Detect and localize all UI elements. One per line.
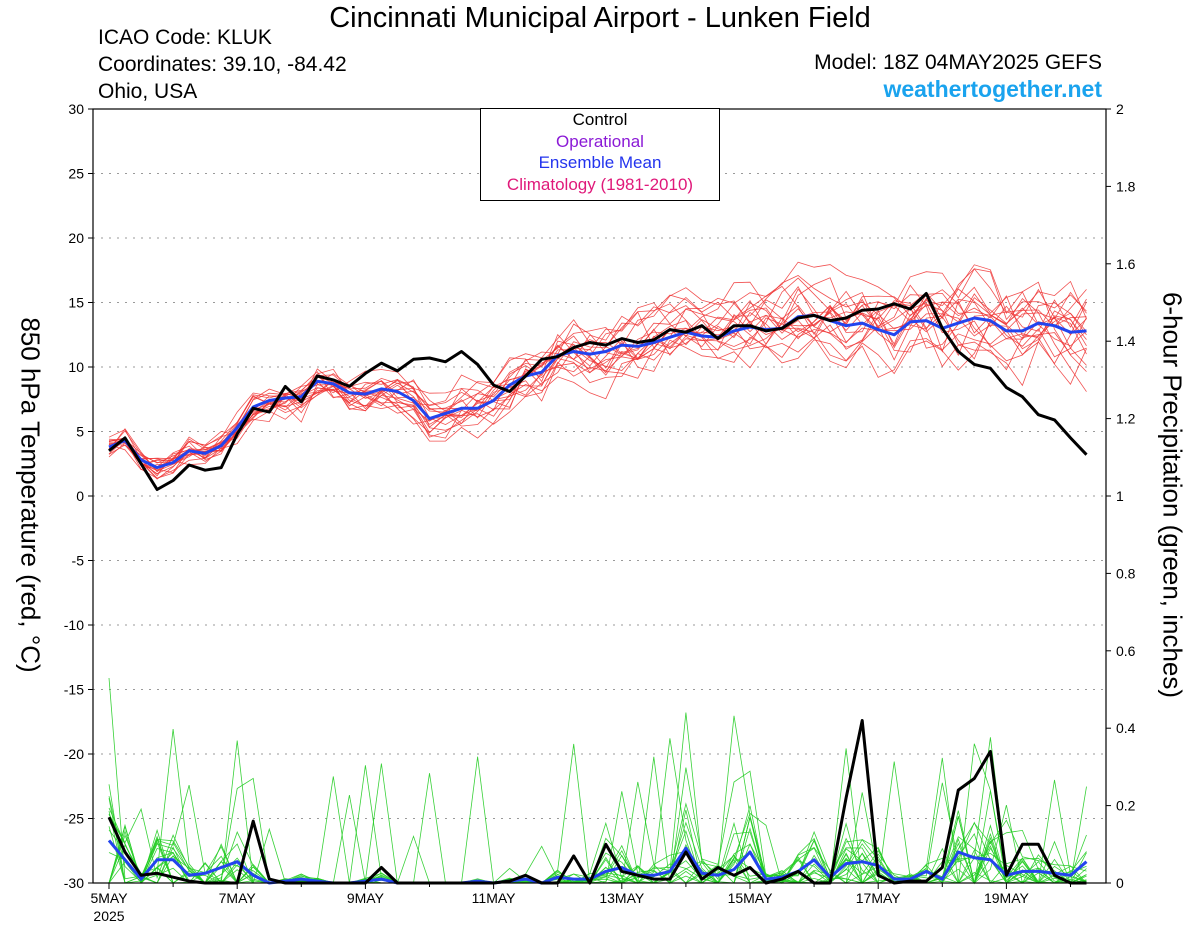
- temp-member-line: [108, 268, 1087, 473]
- temp-member-line: [108, 284, 1087, 479]
- y-tick-label-right: 0.2: [1116, 798, 1136, 814]
- temp-member-line: [108, 268, 1087, 480]
- x-tick-label: 7MAY: [219, 890, 257, 906]
- temp-member-line: [108, 277, 1087, 473]
- icao-code: ICAO Code: KLUK: [98, 26, 272, 49]
- y-tick-label-left: -10: [64, 617, 84, 633]
- legend-item-operational: Operational: [556, 131, 644, 151]
- region: Ohio, USA: [98, 80, 198, 103]
- precip-control-line: [107, 719, 1087, 885]
- model-run: Model: 18Z 04MAY2025 GEFS: [814, 51, 1102, 74]
- site-link[interactable]: weathertogether.net: [883, 76, 1102, 102]
- y-tick-label-right: 1.4: [1116, 333, 1136, 349]
- temp-member-line: [108, 280, 1087, 475]
- x-tick-label: 13MAY: [599, 890, 645, 906]
- chart-title: Cincinnati Municipal Airport - Lunken Fi…: [329, 2, 871, 34]
- y-tick-label-left: 10: [68, 359, 84, 375]
- y-tick-label-left: 15: [68, 295, 84, 311]
- y-tick-label-left: -20: [64, 746, 84, 762]
- y-axis-label-left: 850 hPa Temperature (red, °C): [15, 317, 46, 673]
- x-tick-label: 9MAY: [347, 890, 385, 906]
- legend-item-control: Control: [572, 110, 628, 129]
- x-tick-year: 2025: [93, 908, 124, 924]
- y-tick-label-right: 2: [1116, 101, 1124, 117]
- temp-member-line: [108, 281, 1087, 477]
- y-tick-label-right: 0.8: [1116, 565, 1136, 581]
- y-tick-label-right: 0.4: [1116, 720, 1136, 736]
- x-tick-label: 17MAY: [856, 890, 902, 906]
- y-tick-label-left: 0: [76, 488, 84, 504]
- temp-member-line: [108, 275, 1087, 468]
- y-tick-label-left: 30: [68, 101, 84, 117]
- y-tick-label-right: 0: [1116, 875, 1124, 891]
- legend-item-ensemble-mean: Ensemble Mean: [538, 153, 662, 172]
- coordinates: Coordinates: 39.10, -84.42: [98, 53, 347, 76]
- y-tick-label-left: -5: [72, 553, 85, 569]
- y-tick-label-left: -25: [64, 811, 84, 827]
- temp-member-line: [108, 261, 1087, 472]
- x-tick-label: 15MAY: [728, 890, 774, 906]
- legend: Control Operational Ensemble Mean Climat…: [480, 108, 720, 201]
- temp-member-line: [108, 277, 1087, 467]
- x-tick-label: 11MAY: [472, 890, 516, 906]
- precip-member-line: [109, 715, 1087, 884]
- y-tick-label-right: 1: [1116, 488, 1124, 504]
- temp-member-line: [108, 285, 1087, 464]
- temp-mean-line: [108, 313, 1087, 470]
- x-tick-label: 5MAY: [90, 890, 128, 906]
- precip-member-line: [108, 677, 1087, 885]
- y-tick-label-left: 5: [76, 424, 84, 440]
- temp-control-line: [108, 292, 1088, 491]
- x-tick-label: 19MAY: [984, 890, 1030, 906]
- y-tick-label-right: 1.8: [1116, 178, 1136, 194]
- y-axis-label-right: 6-hour Precipitation (green, inches): [1157, 291, 1188, 699]
- y-tick-label-left: -30: [64, 875, 84, 891]
- plot-frame: [92, 108, 1107, 884]
- y-tick-label-right: 1.6: [1116, 256, 1136, 272]
- legend-item-climatology: Climatology (1981-2010): [506, 174, 694, 194]
- y-tick-label-right: 1.2: [1116, 411, 1136, 427]
- y-tick-label-left: 20: [68, 230, 84, 246]
- y-tick-label-left: 25: [68, 166, 84, 182]
- y-tick-label-right: 0.6: [1116, 643, 1136, 659]
- y-tick-label-left: -15: [64, 682, 84, 698]
